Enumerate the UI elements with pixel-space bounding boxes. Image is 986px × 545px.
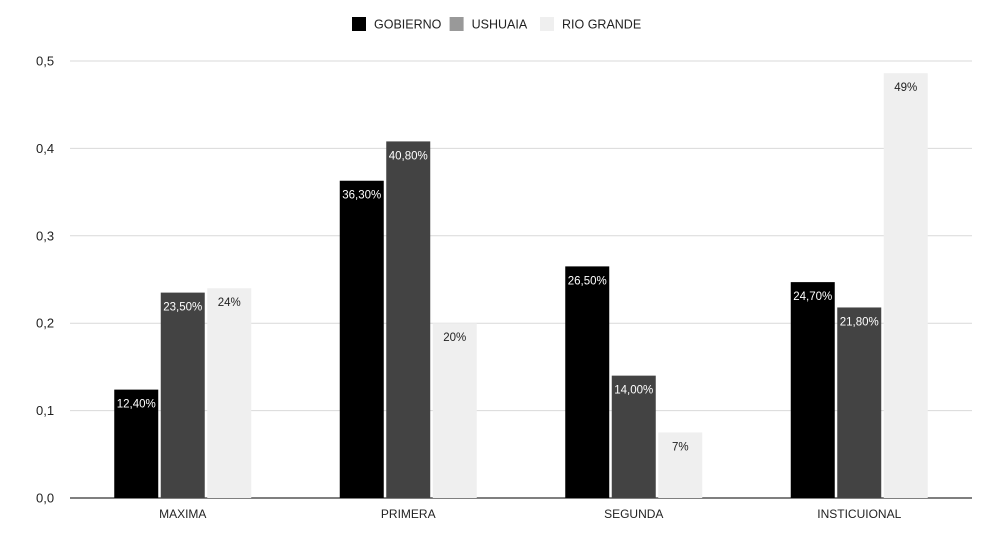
- legend-label: GOBIERNO: [374, 18, 442, 32]
- legend-label: USHUAIA: [472, 18, 528, 32]
- bar-gobierno-segunda: [565, 266, 610, 498]
- y-tick-label: 0,2: [36, 316, 54, 331]
- y-tick-label: 0,3: [36, 228, 54, 243]
- bar-gobierno-primera: [339, 180, 384, 498]
- bar-rio-grande-primera: [432, 323, 477, 498]
- y-tick-label: 0,1: [36, 403, 54, 418]
- bar-ushuaia-insticuional: [837, 307, 882, 498]
- y-tick-label: 0,0: [36, 491, 54, 506]
- data-labels: 12,40% 23,50% 24% 36,30% 40,80% 20% 26,50% 14,0…: [117, 82, 918, 453]
- legend-swatch: [540, 17, 554, 31]
- x-category-label: INSTICUIONAL: [817, 507, 901, 521]
- y-axis: 0,0 0,1 0,2 0,3 0,4 0,5: [36, 54, 54, 506]
- data-label: 49%: [894, 82, 917, 94]
- data-label: 36,30%: [342, 190, 381, 202]
- data-label: 20%: [443, 332, 466, 344]
- data-label: 14,00%: [614, 385, 653, 397]
- data-label: 26,50%: [568, 275, 607, 287]
- bar-gobierno-insticuional: [790, 282, 835, 498]
- bar-rio-grande-segunda: [658, 432, 703, 498]
- bars: [114, 73, 928, 499]
- legend-swatch: [352, 17, 366, 31]
- bar-ushuaia-maxima: [160, 292, 205, 498]
- data-label: 40,80%: [389, 150, 428, 162]
- x-category-label: SEGUNDA: [604, 507, 663, 521]
- bar-ushuaia-primera: [386, 141, 431, 498]
- y-tick-label: 0,5: [36, 54, 54, 69]
- data-label: 24,70%: [793, 291, 832, 303]
- bar-gobierno-maxima: [114, 389, 159, 498]
- gridlines: [70, 60, 972, 499]
- legend: GOBIERNO USHUAIA RIO GRANDE: [352, 17, 641, 32]
- bar-rio-grande-insticuional: [883, 73, 928, 499]
- x-category-label: PRIMERA: [381, 507, 436, 521]
- data-label: 12,40%: [117, 399, 156, 411]
- bar-rio-grande-maxima: [207, 288, 252, 498]
- legend-swatch: [449, 17, 464, 31]
- x-axis: MAXIMA PRIMERA SEGUNDA INSTICUIONAL: [159, 507, 902, 521]
- data-label: 24%: [218, 297, 241, 309]
- data-label: 7%: [672, 441, 689, 453]
- data-label: 21,80%: [840, 316, 879, 328]
- x-category-label: MAXIMA: [159, 507, 206, 521]
- data-label: 23,50%: [163, 302, 202, 314]
- legend-label: RIO GRANDE: [562, 18, 641, 32]
- bar-ushuaia-segunda: [611, 375, 656, 498]
- y-tick-label: 0,4: [36, 141, 54, 156]
